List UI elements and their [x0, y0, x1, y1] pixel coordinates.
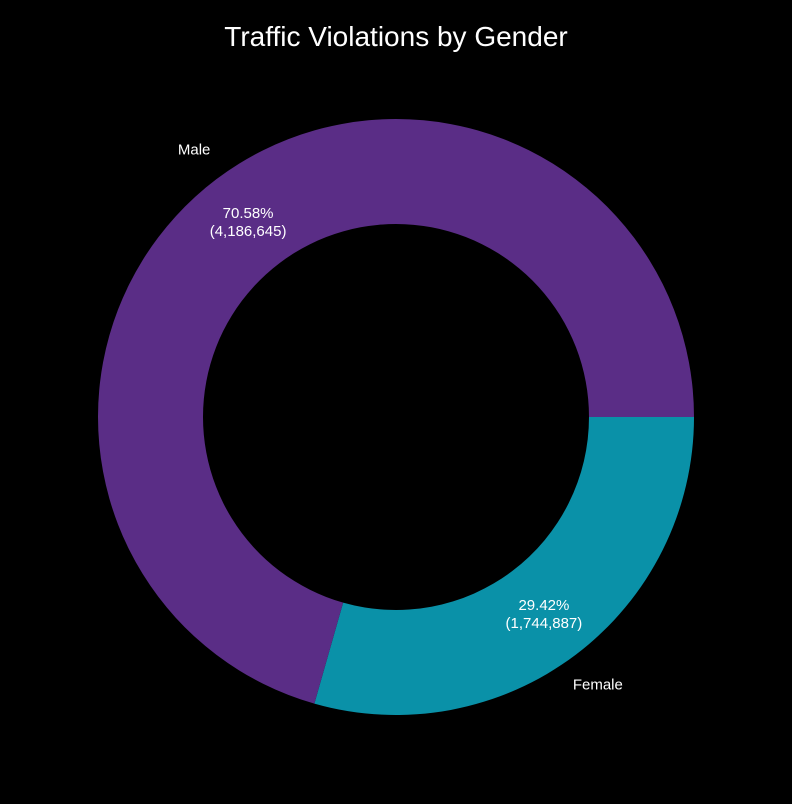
- slice-label-female: Female: [573, 676, 623, 693]
- labels-layer: Female 29.42% (1,744,887) Male 70.58% (4,186,…: [178, 142, 623, 694]
- count-label-male: (4,186,645): [210, 223, 287, 240]
- percent-label-female: 29.42%: [518, 597, 569, 614]
- slice-label-male: Male: [178, 142, 211, 159]
- slices-layer: [98, 118, 695, 715]
- value-label-male: 70.58% (4,186,645): [210, 205, 287, 240]
- percent-label-male: 70.58%: [223, 205, 274, 222]
- slice-male: [98, 118, 695, 704]
- chart-title: Traffic Violations by Gender: [224, 21, 567, 52]
- count-label-female: (1,744,887): [506, 615, 583, 632]
- value-label-female: 29.42% (1,744,887): [506, 597, 583, 632]
- slice-female: [314, 417, 694, 715]
